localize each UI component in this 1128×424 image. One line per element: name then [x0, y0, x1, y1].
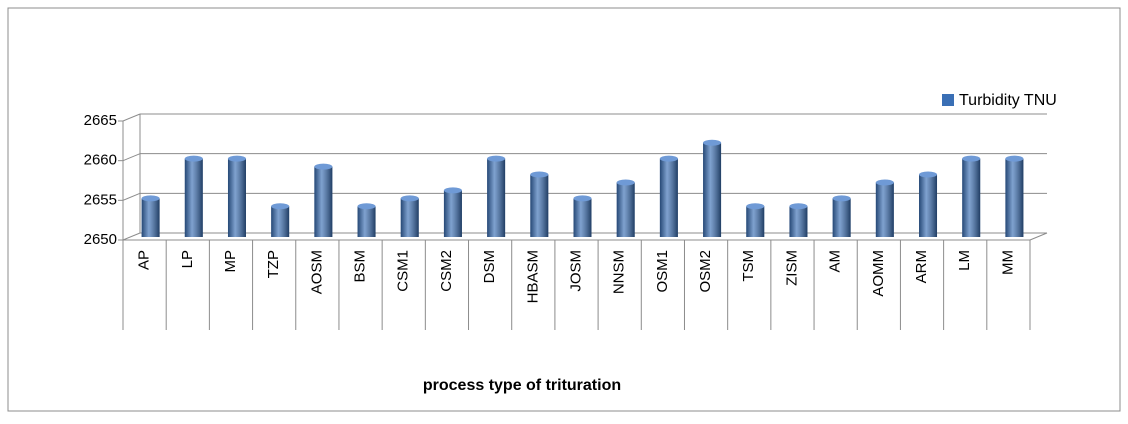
bar-top: [573, 195, 592, 202]
bar-shade: [789, 206, 808, 237]
bar-shade: [832, 198, 851, 237]
bar-shade: [703, 142, 722, 237]
x-tick-label: AM: [827, 250, 844, 273]
bar-top: [875, 179, 894, 186]
x-tick-label: MM: [999, 250, 1016, 275]
x-tick-label: NNSM: [611, 250, 628, 294]
x-tick-label: LM: [956, 250, 973, 271]
x-tick-label: TSM: [740, 250, 757, 282]
bar-top: [141, 195, 160, 202]
bar-shade: [487, 158, 506, 237]
bar-shade: [919, 174, 938, 237]
grid-line: [122, 232, 141, 241]
bar-top: [184, 155, 203, 162]
bar-top: [530, 171, 549, 178]
x-tick-label: DSM: [481, 250, 498, 283]
bar-shade: [875, 182, 894, 237]
y-tick-label: 2650: [84, 231, 117, 248]
bar-top: [487, 155, 506, 162]
grid-line: [122, 113, 141, 122]
bar-shade: [184, 158, 203, 237]
bar-shade: [1005, 158, 1024, 237]
floor-edge: [1029, 232, 1048, 241]
bar-top: [832, 195, 851, 202]
chart-border: [7, 7, 1121, 412]
bar-shade: [616, 182, 635, 237]
bar-shade: [357, 206, 376, 237]
x-axis-title: process type of trituration: [423, 377, 621, 394]
x-tick-label: HBASM: [524, 250, 541, 303]
grid-line: [122, 153, 141, 162]
x-tick-label: LP: [179, 250, 196, 268]
bar-top: [659, 155, 678, 162]
bar-top: [357, 203, 376, 210]
x-tick-label: CSM1: [395, 250, 412, 292]
y-tick-label: 2660: [84, 152, 117, 169]
bar-shade: [659, 158, 678, 237]
legend-label: Turbidity TNU: [959, 92, 1057, 109]
bar-shade: [141, 198, 160, 237]
grid-line: [122, 192, 141, 201]
bar-top: [962, 155, 981, 162]
bar-top: [271, 203, 290, 210]
x-tick-label: CSM2: [438, 250, 455, 292]
bar-shade: [746, 206, 765, 237]
bar-top: [616, 179, 635, 186]
x-tick-label: TZP: [265, 250, 282, 278]
bar-top: [919, 171, 938, 178]
x-tick-label: BSM: [352, 250, 369, 283]
bar-top: [400, 195, 419, 202]
x-tick-label: AOMM: [870, 250, 887, 297]
x-tick-label: OSM1: [654, 250, 671, 293]
bar-shade: [962, 158, 981, 237]
bar-top: [443, 187, 462, 194]
y-tick-label: 2665: [84, 112, 117, 129]
x-tick-label: AOSM: [308, 250, 325, 294]
bar-top: [703, 139, 722, 146]
legend-swatch: [942, 94, 954, 106]
bar-shade: [314, 166, 333, 237]
bar-shade: [573, 198, 592, 237]
x-tick-label: MP: [222, 250, 239, 273]
y-tick-label: 2655: [84, 191, 117, 208]
bar-top: [746, 203, 765, 210]
x-tick-label: JOSM: [567, 250, 584, 292]
x-tick-label: ARM: [913, 250, 930, 283]
bar-shade: [400, 198, 419, 237]
bar-top: [1005, 155, 1024, 162]
x-tick-label: ZISM: [783, 250, 800, 286]
bar-shade: [530, 174, 549, 237]
bar-top: [227, 155, 246, 162]
x-tick-label: AP: [136, 250, 153, 270]
bar-shade: [271, 206, 290, 237]
bar-top: [314, 163, 333, 170]
bar-top: [789, 203, 808, 210]
bar-shade: [227, 158, 246, 237]
x-tick-label: OSM2: [697, 250, 714, 293]
bar-shade: [443, 190, 462, 237]
